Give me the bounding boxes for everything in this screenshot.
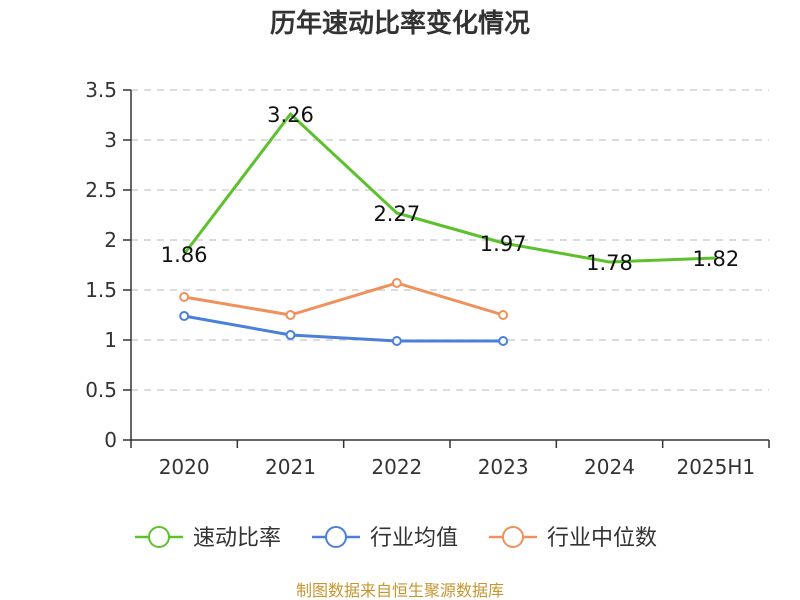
- legend-marker: [325, 526, 347, 548]
- legend-label: 速动比率: [193, 526, 281, 551]
- series-point: [179, 292, 190, 302]
- series-point: [285, 330, 296, 340]
- data-label: 3.26: [267, 103, 314, 127]
- x-tick-label: 2023: [478, 455, 529, 479]
- legend-item[interactable]: 行业中位数: [489, 526, 657, 551]
- legend-label: 行业均值: [370, 526, 458, 551]
- x-tick-label: 2022: [371, 455, 422, 479]
- data-label: 1.78: [586, 251, 633, 275]
- series-line: [183, 281, 504, 317]
- legend: 速动比率 行业均值 行业中位数: [135, 526, 657, 551]
- y-tick-label: 0.5: [85, 378, 117, 402]
- legend-marker: [502, 526, 524, 548]
- grid-lines: [131, 89, 769, 391]
- x-tick-label: 2021: [265, 455, 316, 479]
- legend-item[interactable]: 速动比率: [135, 526, 281, 551]
- data-label: 1.97: [480, 232, 527, 256]
- data-label: 1.82: [692, 247, 739, 271]
- x-tick-label: 2024: [584, 455, 635, 479]
- series-point: [498, 310, 509, 320]
- series-point: [285, 310, 296, 320]
- y-tick-label: 1: [104, 328, 117, 352]
- legend-item[interactable]: 行业均值: [312, 526, 458, 551]
- chart-title: 历年速动比率变化情况: [270, 8, 530, 39]
- series-layer: [179, 112, 716, 346]
- y-tick-label: 2: [104, 228, 117, 252]
- data-labels: 1.86 3.26 2.27 1.97 1.78 1.82: [161, 103, 739, 275]
- series-point: [391, 336, 402, 346]
- series-point: [391, 278, 402, 288]
- data-label: 1.86: [161, 243, 208, 267]
- y-tick-label: 3.5: [85, 78, 117, 102]
- legend-marker: [148, 526, 170, 548]
- y-tick-label: 1.5: [85, 278, 117, 302]
- series-point: [498, 336, 509, 346]
- x-tick-label: 2025H1: [676, 455, 755, 479]
- data-label: 2.27: [373, 202, 420, 226]
- source-note: 制图数据来自恒生聚源数据库: [296, 581, 504, 600]
- series-line: [183, 314, 504, 343]
- y-tick-label: 2.5: [85, 178, 117, 202]
- y-tick-label: 0: [104, 428, 117, 452]
- y-tick-label: 3: [104, 128, 117, 152]
- legend-label: 行业中位数: [547, 526, 657, 551]
- axes: 0 0.5 1 1.5 2 2.5 3 3.5 2020 2021 2022 2023 2024 2025…: [85, 78, 770, 479]
- series-line: [182, 112, 716, 264]
- x-tick-label: 2020: [159, 455, 210, 479]
- series-point: [179, 311, 190, 321]
